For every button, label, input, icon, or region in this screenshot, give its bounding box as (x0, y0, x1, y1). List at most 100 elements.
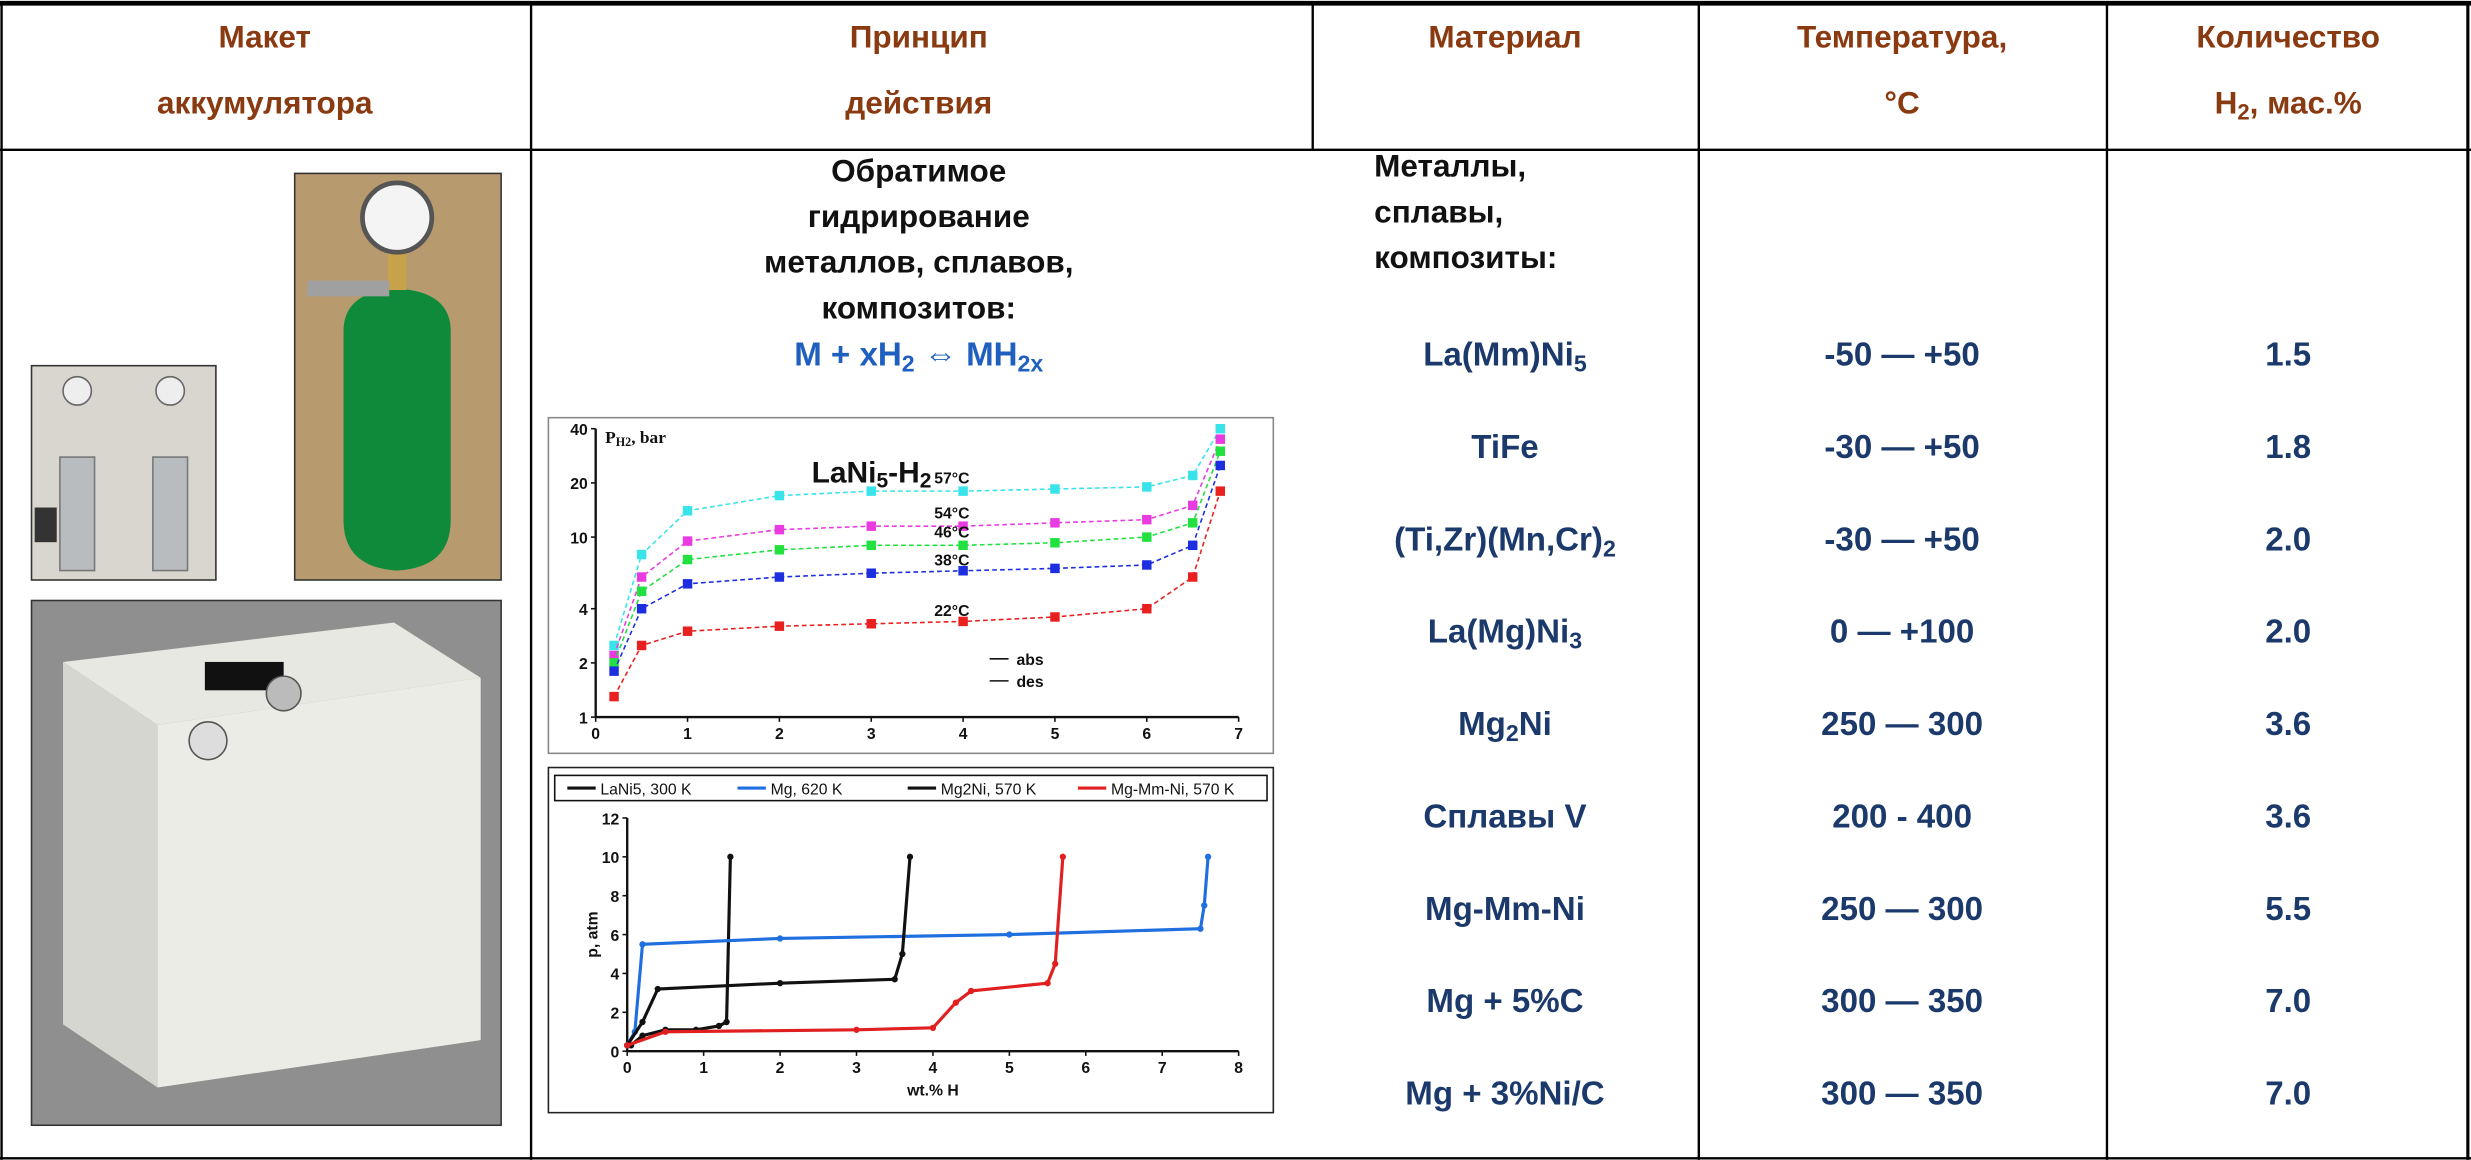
photo-cylinders (32, 366, 216, 580)
series-label: 57°C (934, 470, 969, 487)
x-tick-label: 6 (1142, 726, 1151, 743)
header-cell-part: Температура, (1797, 18, 2007, 54)
point (1188, 471, 1197, 480)
point (775, 525, 784, 534)
material-part: (Ti,Zr)(Mn,Cr) (1394, 521, 1603, 558)
x-tick-label: 2 (776, 1060, 785, 1077)
header-cell-part: действия (845, 85, 992, 121)
point (639, 1019, 645, 1025)
x-tick-label: 7 (1158, 1060, 1167, 1077)
gauge (63, 377, 91, 405)
y-label-part: P (605, 428, 616, 447)
header-cell: Материал (1428, 18, 1581, 54)
x-tick-label: 1 (683, 726, 692, 743)
legend-label: Mg, 620 K (771, 781, 843, 798)
point (1142, 604, 1151, 613)
y-tick-label: 2 (611, 1006, 620, 1023)
plot-title-part: 5 (876, 470, 888, 493)
point (867, 541, 876, 550)
annotation: abs (1016, 652, 1043, 669)
slide: Макет аккумулятора Принцип действия Материал… (0, 0, 2471, 1160)
bottle (344, 288, 451, 570)
material-part: 2 (1603, 535, 1616, 561)
x-tick-label: 5 (1005, 1060, 1014, 1077)
point (1197, 926, 1203, 932)
point (683, 626, 692, 635)
point (1216, 486, 1225, 495)
principle-text: Обратимое (831, 152, 1006, 188)
temperature: -30 — +50 (1824, 429, 1979, 466)
box-side (63, 662, 158, 1087)
header-cell: Принцип (850, 18, 988, 54)
x-tick-label: 4 (929, 1060, 938, 1077)
material-part: Ni (1519, 706, 1552, 743)
port (266, 676, 301, 711)
point (1050, 612, 1059, 621)
header-cell-part: аккумулятора (157, 85, 373, 121)
y-tick-label: 4 (611, 967, 620, 984)
cylinder (60, 457, 95, 570)
material: La(Mg)Ni3 (1428, 614, 1582, 654)
y-label: PH2, bar (605, 428, 666, 449)
materials-intro: сплавы, (1374, 193, 1503, 229)
annotation: des (1016, 674, 1043, 691)
point (775, 491, 784, 500)
legend-label: LaNi5, 300 K (600, 781, 692, 798)
header-cell: °C (1884, 85, 1919, 121)
point (1142, 560, 1151, 569)
header-cell: Количество (2196, 18, 2380, 54)
photo-bottle (295, 173, 501, 580)
temperature: -50 — +50 (1824, 337, 1979, 374)
point (1216, 424, 1225, 433)
materials-intro: композиты: (1374, 239, 1557, 275)
gauge (156, 377, 184, 405)
material-part: La(Mg)Ni (1428, 614, 1569, 651)
point (637, 550, 646, 559)
point (639, 941, 645, 947)
point (683, 536, 692, 545)
series-label: 38°C (934, 552, 969, 569)
amount: 7.0 (2265, 983, 2311, 1020)
header-cell-part: 2 (2237, 99, 2249, 124)
point (1142, 515, 1151, 524)
y-tick-label: 1 (579, 710, 588, 727)
y-label: p, atm (584, 911, 601, 957)
point (777, 935, 783, 941)
amount: 1.8 (2265, 429, 2311, 466)
point (958, 541, 967, 550)
point (1188, 572, 1197, 581)
header-cell: аккумулятора (157, 85, 373, 121)
gauge (362, 183, 431, 252)
page: Макет аккумулятора Принцип действия Материал… (0, 0, 2471, 1160)
point (777, 980, 783, 986)
point (716, 1023, 722, 1029)
x-tick-label: 3 (852, 1060, 861, 1077)
legend-label: Mg-Mm-Ni, 570 K (1111, 781, 1235, 798)
y-tick-label: 12 (602, 811, 620, 828)
amount: 1.5 (2265, 337, 2311, 374)
material: Mg-Mm-Ni (1425, 891, 1585, 928)
temperature: 250 — 300 (1821, 706, 1983, 743)
material-part: Mg + 5%C (1426, 983, 1583, 1020)
material: La(Mm)Ni5 (1423, 337, 1587, 377)
point (1201, 902, 1207, 908)
formula-part: ⇔ MH (915, 337, 1018, 374)
material: (Ti,Zr)(Mn,Cr)2 (1394, 521, 1616, 561)
header-cell-part: °C (1884, 85, 1919, 121)
header-cell-part: Макет (219, 18, 311, 54)
point (1050, 564, 1059, 573)
point (930, 1025, 936, 1031)
x-tick-label: 8 (1234, 1060, 1243, 1077)
material-part: Mg (1458, 706, 1506, 743)
point (723, 1019, 729, 1025)
point (775, 545, 784, 554)
device (35, 508, 57, 543)
y-tick-label: 10 (602, 850, 620, 867)
point (1188, 501, 1197, 510)
formula-part: M + xH (794, 337, 902, 374)
x-tick-label: 5 (1051, 726, 1060, 743)
photo-box (32, 600, 502, 1125)
y-tick-label: 2 (579, 656, 588, 673)
y-label-part: H2 (616, 435, 632, 449)
point (1142, 482, 1151, 491)
